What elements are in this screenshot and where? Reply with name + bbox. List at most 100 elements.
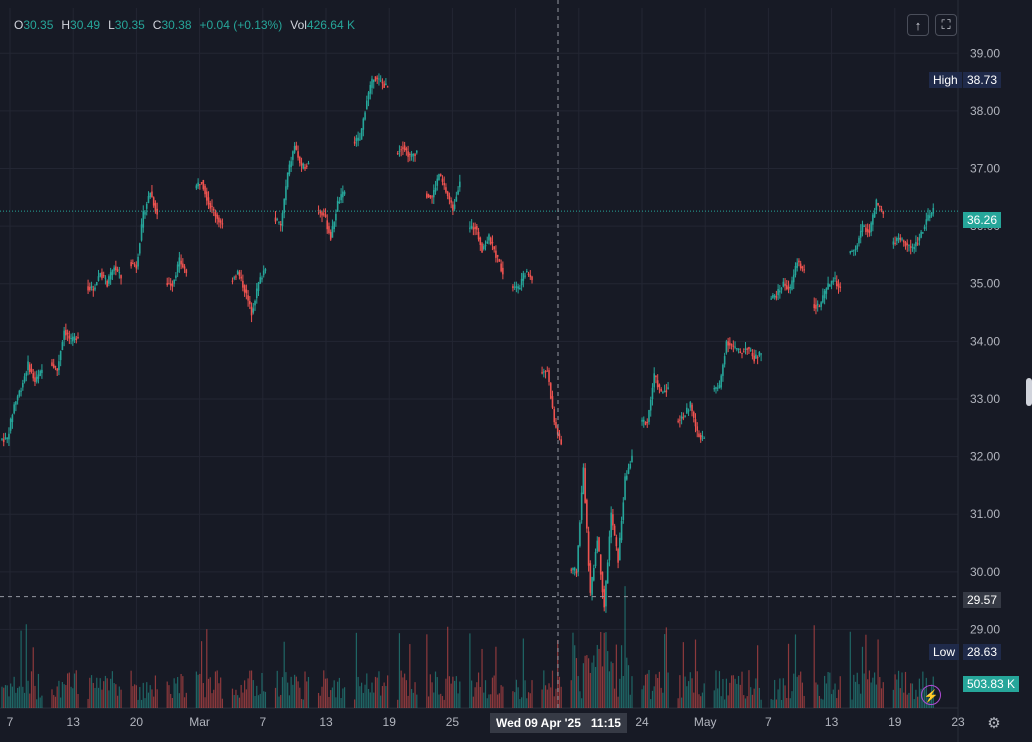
volume-bar	[481, 648, 483, 708]
arrow-up-icon[interactable]: ↑	[907, 14, 929, 36]
volume-bar	[737, 675, 740, 708]
candle-body	[108, 276, 110, 284]
candle-body	[218, 217, 220, 223]
volume-bar	[319, 695, 321, 708]
candle-body	[698, 433, 700, 438]
volume-bar	[908, 692, 910, 708]
candle-body	[526, 271, 528, 273]
candle-body	[816, 303, 819, 306]
volume-bar	[324, 678, 327, 708]
candle-body	[729, 342, 731, 346]
volume-bar	[874, 672, 876, 708]
candle-body	[469, 227, 471, 229]
volume-bar	[300, 698, 303, 708]
candle-body	[431, 196, 433, 198]
volume-bar	[3, 687, 5, 708]
fullscreen-icon[interactable]: ⛶	[935, 14, 957, 36]
volume-bar	[544, 685, 547, 708]
candle-body	[549, 383, 552, 399]
candle-body	[211, 205, 213, 207]
volume-bar	[543, 670, 545, 708]
candle-body	[295, 145, 298, 150]
volume-bar	[860, 693, 862, 708]
candle-body	[305, 165, 308, 167]
open-label: O	[14, 18, 24, 32]
candle-body	[477, 231, 480, 240]
time-tick-label: Mar	[189, 715, 210, 729]
volume-bar	[433, 692, 435, 708]
volume-bar	[601, 666, 604, 708]
candle-body	[409, 154, 411, 156]
candle-body	[560, 439, 562, 445]
volume-bar	[715, 670, 717, 708]
lightning-icon[interactable]: ⚡	[921, 685, 941, 705]
volume-bar	[454, 680, 456, 708]
candle-body	[872, 214, 874, 225]
price-scale-handle[interactable]	[1026, 378, 1032, 406]
candle-body	[360, 128, 363, 140]
candle-body	[677, 420, 679, 422]
candle-body	[175, 275, 177, 278]
volume-bar	[281, 677, 284, 708]
candle-body	[372, 79, 375, 83]
candle-body	[252, 308, 255, 313]
time-tick-label: 13	[67, 715, 81, 729]
volume-bar	[283, 641, 285, 708]
candle-body	[68, 335, 71, 339]
volume-bar	[653, 686, 655, 708]
candle-body	[281, 213, 284, 227]
gear-icon[interactable]: ⚙	[987, 715, 1001, 732]
candle-body	[904, 241, 907, 247]
candle-body	[823, 290, 826, 299]
candle-body	[839, 286, 842, 289]
candle-body	[594, 552, 597, 567]
candle-body	[379, 80, 382, 82]
candle-body	[321, 212, 323, 216]
volume-bar	[404, 673, 406, 708]
volume-bar	[612, 663, 614, 708]
candle-body	[646, 421, 649, 423]
candle-body	[247, 295, 249, 301]
volume-bar	[154, 675, 157, 708]
volume-bar	[760, 699, 762, 708]
volume-bar	[687, 681, 690, 708]
candle-body	[328, 226, 330, 233]
candle-body	[403, 145, 406, 151]
volume-bar	[717, 688, 719, 708]
candle-body	[744, 348, 747, 350]
volume-bar	[70, 686, 72, 708]
volume-bar	[233, 695, 235, 708]
candle-body	[913, 247, 915, 250]
candle-body	[622, 502, 625, 520]
candle-body	[482, 246, 485, 250]
candle-body	[660, 388, 662, 392]
volume-bar	[906, 694, 908, 708]
candle-body	[446, 191, 449, 196]
price-tick-label: 37.00	[970, 162, 1000, 176]
volume-bar	[195, 671, 197, 708]
volume-bar	[142, 682, 144, 708]
candle-body	[543, 371, 545, 373]
volume-bar	[901, 672, 903, 708]
candle-body	[120, 275, 122, 279]
volume-bar	[796, 676, 798, 708]
candle-body	[34, 377, 36, 382]
candle-body	[575, 571, 578, 574]
candle-body	[176, 264, 179, 273]
candle-body	[680, 416, 683, 419]
volume-bar	[892, 689, 894, 708]
volume-bar	[60, 697, 62, 708]
volume-bar	[794, 634, 797, 708]
volume-bar	[748, 670, 750, 708]
volume-bar	[206, 629, 208, 708]
volume-bar	[605, 632, 607, 708]
volume-bar	[486, 698, 488, 708]
crosshair-time: 11:15	[590, 716, 621, 730]
candle-body	[760, 353, 762, 355]
candle-body	[221, 223, 224, 225]
volume-bar	[512, 691, 514, 708]
candle-body	[200, 182, 203, 184]
candle-body	[734, 346, 736, 348]
